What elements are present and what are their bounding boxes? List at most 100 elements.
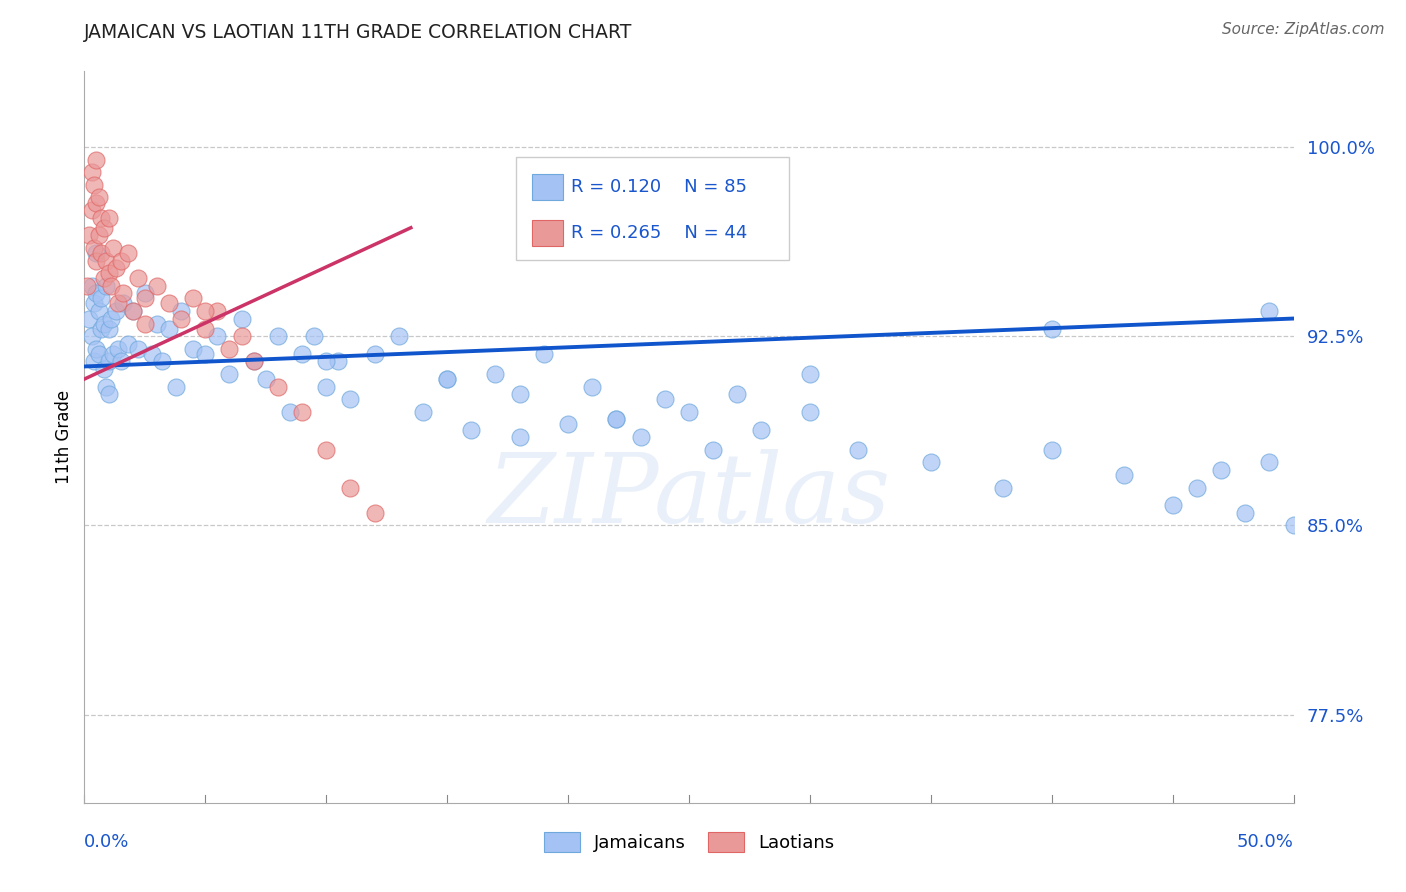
Point (127, 342, 149, 356)
Point (146, 278, 169, 293)
Point (80, 278, 103, 293)
Point (654, 392, 676, 407)
Point (94, 379, 117, 393)
Point (165, 379, 187, 393)
Point (83, 241, 105, 255)
Point (1258, 455, 1281, 469)
Point (87, 347, 110, 361)
Point (581, 379, 603, 393)
Point (103, 241, 125, 255)
Point (291, 405, 314, 419)
Point (242, 354, 264, 368)
Point (436, 372, 458, 386)
Point (725, 387, 748, 401)
Point (87, 190, 110, 204)
Point (127, 271, 149, 285)
Text: 0.0%: 0.0% (84, 833, 129, 851)
Point (315, 442, 337, 457)
Point (90, 321, 112, 335)
Point (194, 321, 217, 335)
Point (1114, 467, 1136, 482)
Point (678, 405, 700, 419)
Point (97, 266, 120, 280)
Point (87, 228, 110, 243)
Point (1282, 518, 1305, 533)
Point (267, 329, 290, 343)
Point (121, 304, 143, 318)
Point (104, 304, 127, 318)
Point (110, 253, 132, 268)
Point (134, 317, 156, 331)
Point (207, 304, 229, 318)
Point (557, 417, 579, 432)
Point (242, 354, 264, 368)
Point (80, 329, 103, 343)
Point (110, 354, 132, 368)
Point (181, 342, 204, 356)
Point (94, 253, 117, 268)
Point (412, 405, 434, 419)
Point (436, 372, 458, 386)
Point (93, 317, 115, 331)
Point (460, 423, 482, 437)
Point (93, 362, 115, 376)
Text: JAMAICAN VS LAOTIAN 11TH GRADE CORRELATION CHART: JAMAICAN VS LAOTIAN 11TH GRADE CORRELATI… (84, 23, 633, 42)
Point (83, 178, 105, 192)
Point (157, 321, 180, 335)
Point (339, 392, 361, 407)
Point (83, 354, 105, 368)
Point (94, 278, 117, 293)
Point (363, 506, 385, 520)
Point (194, 304, 217, 318)
Point (194, 347, 217, 361)
Legend: Jamaicans, Laotians: Jamaicans, Laotians (536, 824, 842, 860)
Point (104, 261, 127, 276)
Point (218, 367, 240, 381)
Point (86, 195, 108, 210)
Point (170, 304, 193, 318)
Point (1161, 498, 1184, 512)
Point (920, 455, 942, 469)
Point (103, 347, 125, 361)
Point (76, 278, 98, 293)
Point (484, 367, 506, 381)
Point (112, 286, 135, 301)
Point (77, 311, 100, 326)
Text: 50.0%: 50.0% (1237, 833, 1294, 851)
Point (97, 321, 120, 335)
Point (86, 253, 108, 268)
Point (157, 296, 180, 310)
Point (339, 481, 361, 495)
Point (112, 296, 135, 310)
Point (83, 296, 105, 310)
Point (267, 379, 290, 393)
Point (107, 296, 129, 310)
Point (509, 387, 531, 401)
Point (388, 329, 411, 343)
Point (146, 317, 169, 331)
Point (97, 387, 120, 401)
Point (1185, 481, 1208, 495)
Text: R = 0.120    N = 85: R = 0.120 N = 85 (571, 178, 748, 196)
Point (533, 347, 555, 361)
Point (134, 291, 156, 305)
Point (605, 412, 627, 426)
Point (100, 311, 122, 326)
Text: R = 0.265    N = 44: R = 0.265 N = 44 (571, 224, 748, 242)
Point (254, 372, 277, 386)
Point (117, 246, 139, 260)
Point (1258, 304, 1281, 318)
Point (799, 367, 821, 381)
Point (315, 379, 337, 393)
Point (630, 430, 652, 444)
Point (86, 342, 108, 356)
Point (117, 336, 139, 351)
Point (846, 442, 869, 457)
Point (90, 246, 112, 260)
Y-axis label: 11th Grade: 11th Grade (55, 390, 73, 484)
Point (231, 329, 253, 343)
Point (315, 354, 337, 368)
Point (150, 354, 173, 368)
Point (1209, 463, 1232, 477)
Point (77, 228, 100, 243)
